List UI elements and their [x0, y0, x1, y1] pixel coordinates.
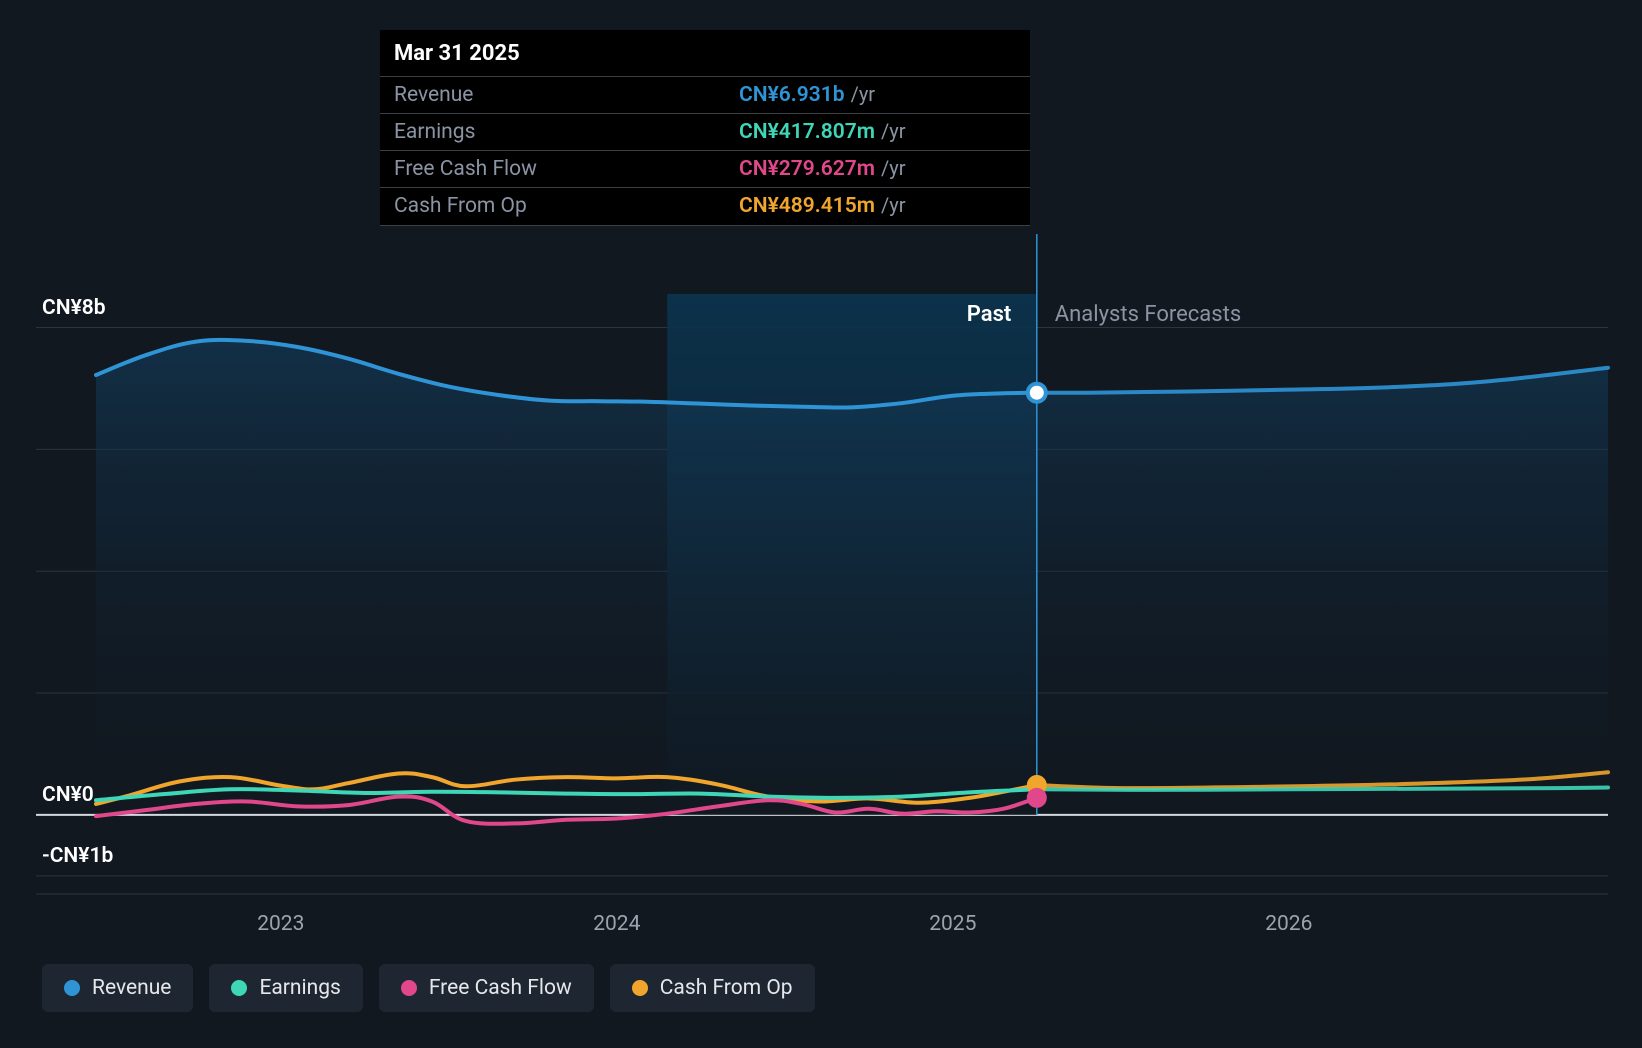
- tooltip-metric-label: Revenue: [394, 84, 739, 107]
- y-tick-label: CN¥8b: [42, 296, 106, 320]
- y-tick-label: -CN¥1b: [42, 844, 113, 868]
- chart-tooltip: Mar 31 2025 Revenue CN¥6.931b /yr Earnin…: [380, 30, 1030, 226]
- legend-item-earnings[interactable]: Earnings: [209, 964, 362, 1012]
- tooltip-metric-unit: /yr: [881, 120, 906, 142]
- tooltip-metric-value: CN¥417.807m: [739, 121, 875, 144]
- x-tick-label: 2025: [929, 912, 976, 936]
- legend-label: Cash From Op: [660, 976, 793, 1000]
- tooltip-metric-value: CN¥6.931b: [739, 84, 845, 107]
- legend-item-revenue[interactable]: Revenue: [42, 964, 193, 1012]
- legend-item-fcf[interactable]: Free Cash Flow: [379, 964, 594, 1012]
- tooltip-row: Earnings CN¥417.807m /yr: [380, 114, 1030, 151]
- x-tick-label: 2026: [1265, 912, 1312, 936]
- tooltip-metric-unit: /yr: [881, 157, 906, 179]
- past-label: Past: [967, 302, 1012, 327]
- forecast-label: Analysts Forecasts: [1055, 302, 1241, 327]
- x-tick-label: 2023: [257, 912, 304, 936]
- tooltip-metric-label: Cash From Op: [394, 195, 739, 218]
- tooltip-row: Free Cash Flow CN¥279.627m /yr: [380, 151, 1030, 188]
- circle-icon: [401, 980, 417, 996]
- y-tick-label: CN¥0: [42, 783, 94, 807]
- legend-label: Free Cash Flow: [429, 976, 572, 1000]
- legend: Revenue Earnings Free Cash Flow Cash Fro…: [42, 964, 815, 1012]
- tooltip-metric-unit: /yr: [881, 194, 906, 216]
- tooltip-metric-value: CN¥279.627m: [739, 158, 875, 181]
- circle-icon: [231, 980, 247, 996]
- legend-item-cfo[interactable]: Cash From Op: [610, 964, 815, 1012]
- tooltip-row: Revenue CN¥6.931b /yr: [380, 77, 1030, 114]
- tooltip-metric-unit: /yr: [851, 83, 876, 105]
- tooltip-row: Cash From Op CN¥489.415m /yr: [380, 188, 1030, 225]
- financials-chart: CN¥8b CN¥0 -CN¥1b 2023 2024 2025 2026 Pa…: [0, 0, 1642, 1048]
- tooltip-metric-label: Free Cash Flow: [394, 158, 739, 181]
- circle-icon: [64, 980, 80, 996]
- tooltip-metric-value: CN¥489.415m: [739, 195, 875, 218]
- x-tick-label: 2024: [593, 912, 640, 936]
- tooltip-metric-label: Earnings: [394, 121, 739, 144]
- legend-label: Revenue: [92, 976, 171, 1000]
- circle-icon: [632, 980, 648, 996]
- tooltip-title: Mar 31 2025: [380, 30, 1030, 77]
- legend-label: Earnings: [259, 976, 340, 1000]
